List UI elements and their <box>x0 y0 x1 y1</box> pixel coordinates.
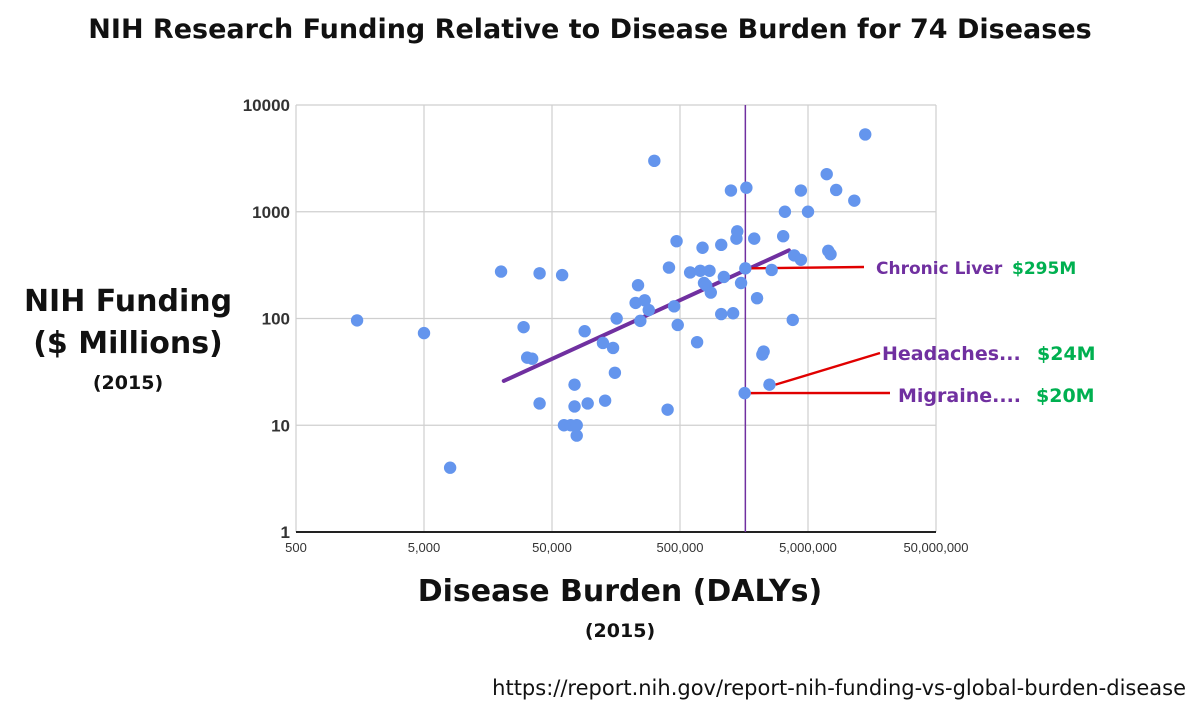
data-point <box>662 261 676 274</box>
x-tick-label: 5,000,000 <box>779 540 837 555</box>
data-point <box>704 286 717 299</box>
y-axis-label-line2: ($ Millions) <box>33 326 223 361</box>
data-point <box>533 397 546 410</box>
data-point <box>568 378 581 391</box>
annotation-leader-line <box>775 351 881 386</box>
data-point <box>724 184 738 197</box>
y-tick-label: 100 <box>262 310 290 329</box>
annotation-label: Migraine.... <box>898 385 1021 407</box>
data-point <box>648 154 661 168</box>
data-point <box>608 366 622 379</box>
data-point <box>610 312 623 325</box>
data-point <box>801 205 815 218</box>
data-point <box>598 394 612 407</box>
data-point <box>570 419 583 432</box>
data-point <box>634 314 647 328</box>
data-point <box>417 326 431 340</box>
data-point <box>763 378 776 391</box>
data-point <box>776 230 790 243</box>
data-point <box>731 225 744 238</box>
data-point <box>820 167 833 181</box>
data-point <box>715 238 728 252</box>
data-point <box>581 397 594 410</box>
data-point <box>757 345 770 358</box>
data-point <box>667 300 681 313</box>
annotation-label: Headaches... <box>882 343 1021 365</box>
data-point <box>794 253 808 266</box>
data-point <box>596 336 610 350</box>
y-tick-label: 10000 <box>243 96 290 115</box>
data-point <box>694 264 707 277</box>
data-point <box>765 263 778 277</box>
data-point <box>494 265 508 278</box>
data-point <box>829 183 843 197</box>
data-point <box>631 279 645 292</box>
data-point <box>778 205 792 218</box>
annotation-label: Chronic Liver <box>876 259 1003 279</box>
data-point <box>848 194 861 207</box>
axis-ticks: 500 5,000 50,000 500,000 5,000,000 50,000,000… <box>243 96 969 555</box>
annotation-value: $20M <box>1036 385 1095 407</box>
grid-lines <box>295 104 937 533</box>
data-point <box>443 461 457 474</box>
data-point <box>824 248 837 261</box>
data-point <box>642 303 655 317</box>
data-point <box>726 307 740 320</box>
data-point <box>670 234 683 248</box>
data-point <box>683 266 697 279</box>
annotation-value: $24M <box>1037 343 1096 365</box>
x-tick-label: 50,000 <box>532 540 572 555</box>
annotation-leaders <box>750 265 891 395</box>
data-point <box>350 314 364 327</box>
data-points <box>350 128 872 474</box>
y-axis-label-line1: NIH Funding <box>23 284 233 319</box>
data-point <box>578 325 591 338</box>
data-point <box>715 307 728 321</box>
data-point <box>555 268 569 282</box>
data-point <box>717 270 731 284</box>
data-point <box>661 403 674 416</box>
y-axis-label-year: (2015) <box>92 372 164 394</box>
x-axis-label: Disease Burden (DALYs) <box>417 574 823 609</box>
data-point <box>525 352 539 365</box>
data-point <box>690 335 704 349</box>
data-point <box>638 294 651 307</box>
data-point <box>696 241 709 254</box>
x-tick-label: 500 <box>285 540 307 555</box>
source-url: https://report.nih.gov/report-nih-fundin… <box>492 676 1186 700</box>
data-point <box>859 128 872 141</box>
data-point <box>703 264 716 277</box>
data-point <box>734 276 748 290</box>
data-point <box>748 232 761 245</box>
x-tick-label: 500,000 <box>657 540 704 555</box>
y-tick-label: 1 <box>281 523 290 542</box>
data-point <box>750 291 764 305</box>
data-point <box>738 386 751 400</box>
data-point <box>740 181 753 194</box>
y-tick-label: 1000 <box>252 203 290 222</box>
data-point <box>517 320 530 334</box>
annotation-labels: Chronic Liver $295M Headaches... $24M Migrai… <box>876 259 1096 407</box>
chart-title: NIH Research Funding Relative to Disease… <box>88 14 1092 45</box>
data-point <box>786 313 799 327</box>
data-point <box>568 400 581 413</box>
data-point <box>739 262 752 275</box>
data-point <box>794 184 808 197</box>
data-point <box>533 267 546 280</box>
x-tick-label: 5,000 <box>408 540 441 555</box>
y-tick-label: 10 <box>271 416 290 435</box>
data-point <box>570 429 583 442</box>
x-tick-label: 50,000,000 <box>903 540 968 555</box>
x-axis-label-year: (2015) <box>584 620 656 642</box>
data-point <box>606 341 620 355</box>
data-point <box>671 318 684 332</box>
annotation-value: $295M <box>1012 259 1076 279</box>
